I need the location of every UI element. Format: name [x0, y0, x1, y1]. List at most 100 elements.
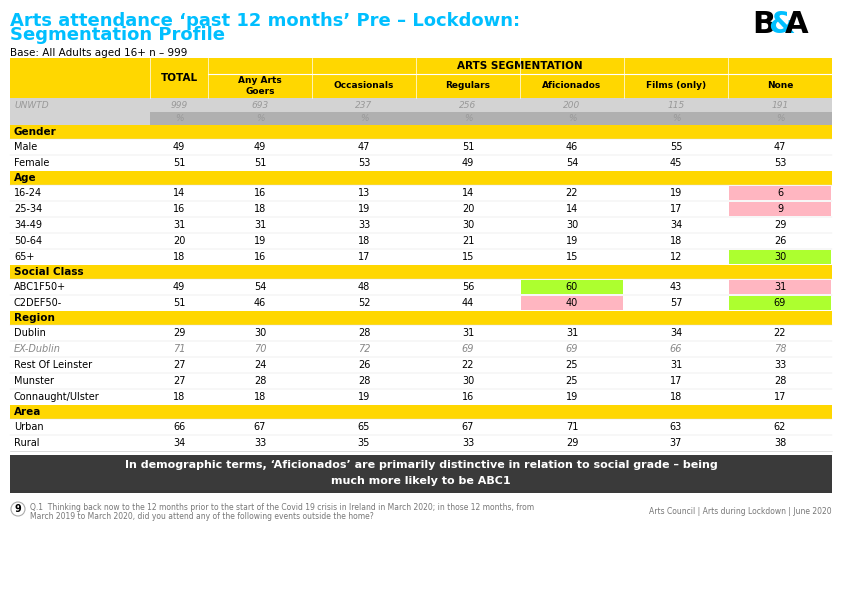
- Text: 33: 33: [254, 438, 266, 448]
- Bar: [729, 202, 831, 216]
- Text: 22: 22: [566, 188, 578, 198]
- Text: 19: 19: [358, 392, 370, 402]
- Bar: [10, 341, 832, 357]
- Bar: [10, 295, 832, 311]
- Text: 26: 26: [358, 360, 370, 370]
- Text: 22: 22: [774, 328, 786, 338]
- Text: 72: 72: [358, 344, 370, 354]
- Text: 51: 51: [461, 142, 474, 152]
- Text: 19: 19: [358, 204, 370, 214]
- Bar: [10, 139, 832, 155]
- Text: Regulars: Regulars: [445, 82, 491, 91]
- Text: 9: 9: [14, 504, 21, 514]
- Text: 40: 40: [566, 298, 578, 308]
- Text: 69: 69: [774, 298, 786, 308]
- Text: 28: 28: [358, 376, 370, 386]
- Text: None: None: [767, 82, 793, 91]
- Text: 999: 999: [170, 101, 188, 110]
- Text: 18: 18: [670, 236, 682, 246]
- Text: 13: 13: [358, 188, 370, 198]
- Text: 33: 33: [774, 360, 786, 370]
- Text: 46: 46: [566, 142, 578, 152]
- Text: 19: 19: [566, 236, 578, 246]
- Text: 18: 18: [254, 392, 266, 402]
- Text: 51: 51: [253, 158, 266, 168]
- Text: Connaught/Ulster: Connaught/Ulster: [14, 392, 99, 402]
- Bar: [10, 419, 832, 435]
- Bar: [10, 171, 832, 185]
- Text: 237: 237: [355, 101, 373, 110]
- Text: 20: 20: [173, 236, 185, 246]
- Text: 54: 54: [253, 282, 266, 292]
- Text: ABC1F50+: ABC1F50+: [14, 282, 67, 292]
- Text: %: %: [360, 114, 368, 123]
- Text: 21: 21: [461, 236, 474, 246]
- Text: 22: 22: [461, 360, 474, 370]
- Text: 70: 70: [253, 344, 266, 354]
- Text: Urban: Urban: [14, 422, 44, 432]
- Text: Films (only): Films (only): [646, 82, 706, 91]
- Text: 67: 67: [253, 422, 266, 432]
- Text: 6: 6: [777, 188, 783, 198]
- Text: Gender: Gender: [14, 127, 56, 137]
- Text: 65+: 65+: [14, 252, 35, 262]
- Text: 30: 30: [774, 252, 786, 262]
- Text: 16: 16: [462, 392, 474, 402]
- Text: 16: 16: [173, 204, 185, 214]
- Text: 17: 17: [670, 376, 682, 386]
- Text: 53: 53: [358, 158, 370, 168]
- Bar: [729, 186, 831, 200]
- Bar: [10, 185, 832, 201]
- Text: 31: 31: [254, 220, 266, 230]
- Text: 31: 31: [774, 282, 786, 292]
- Text: 47: 47: [358, 142, 370, 152]
- Text: 46: 46: [254, 298, 266, 308]
- Text: 25: 25: [566, 376, 578, 386]
- Text: 34: 34: [670, 220, 682, 230]
- Bar: [10, 125, 832, 139]
- Text: 57: 57: [669, 298, 682, 308]
- Text: 18: 18: [670, 392, 682, 402]
- Text: 35: 35: [358, 438, 370, 448]
- Bar: [10, 249, 832, 265]
- Bar: [10, 373, 832, 389]
- Text: 191: 191: [771, 101, 789, 110]
- Text: Occasionals: Occasionals: [333, 82, 394, 91]
- Text: 29: 29: [566, 438, 578, 448]
- Text: 49: 49: [173, 282, 185, 292]
- Text: 17: 17: [670, 204, 682, 214]
- Bar: [10, 405, 832, 419]
- Text: 115: 115: [668, 101, 685, 110]
- Text: 31: 31: [670, 360, 682, 370]
- Bar: [10, 155, 832, 171]
- Bar: [10, 279, 832, 295]
- Text: 30: 30: [254, 328, 266, 338]
- Text: 25-34: 25-34: [14, 204, 42, 214]
- Text: 33: 33: [462, 438, 474, 448]
- Text: C2DEF50-: C2DEF50-: [14, 298, 62, 308]
- Text: Aficionados: Aficionados: [542, 82, 602, 91]
- Text: 34: 34: [670, 328, 682, 338]
- Text: 78: 78: [774, 344, 786, 354]
- Text: 55: 55: [669, 142, 682, 152]
- Text: 27: 27: [173, 360, 185, 370]
- Text: 19: 19: [254, 236, 266, 246]
- Text: 65: 65: [358, 422, 370, 432]
- Text: A: A: [785, 10, 808, 39]
- Text: 18: 18: [173, 252, 185, 262]
- Text: 19: 19: [670, 188, 682, 198]
- Bar: [10, 58, 832, 74]
- Text: Age: Age: [14, 173, 36, 183]
- Text: B: B: [752, 10, 775, 39]
- Text: 34-49: 34-49: [14, 220, 42, 230]
- Text: 52: 52: [358, 298, 370, 308]
- Text: %: %: [464, 114, 472, 123]
- Text: 256: 256: [460, 101, 477, 110]
- Text: 71: 71: [173, 344, 185, 354]
- Text: 24: 24: [253, 360, 266, 370]
- Text: Dublin: Dublin: [14, 328, 45, 338]
- Text: 18: 18: [358, 236, 370, 246]
- Text: 63: 63: [670, 422, 682, 432]
- Text: 49: 49: [173, 142, 185, 152]
- Text: 29: 29: [173, 328, 185, 338]
